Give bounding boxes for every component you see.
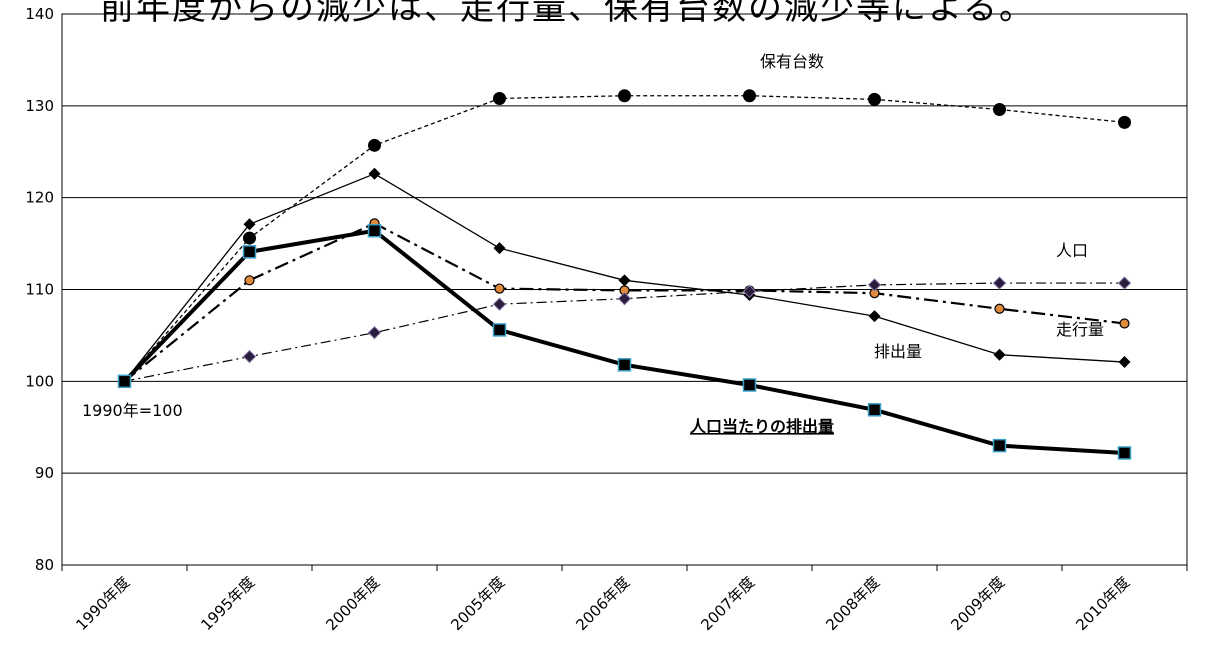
data-point	[493, 91, 506, 105]
series-label: 走行量	[1056, 320, 1104, 339]
data-point	[1118, 356, 1131, 369]
data-point	[993, 103, 1006, 117]
series-line	[123, 222, 1125, 383]
series-line	[123, 228, 1125, 455]
series-line	[124, 95, 1125, 382]
y-tick-label: 120	[25, 189, 54, 207]
data-point	[492, 297, 507, 311]
data-point	[868, 92, 881, 106]
x-tick-label: 1995年度	[197, 573, 258, 634]
x-tick-label: 2010年度	[1072, 573, 1133, 634]
data-point	[993, 348, 1006, 361]
data-point	[617, 291, 632, 306]
x-tick-label: 2006年度	[572, 573, 633, 634]
data-point	[367, 325, 382, 340]
data-point	[493, 242, 506, 255]
data-point	[492, 323, 507, 337]
data-point	[868, 310, 881, 323]
series-label: 人口	[1056, 241, 1088, 260]
data-point	[494, 283, 505, 294]
data-point	[367, 223, 382, 238]
data-point	[1117, 276, 1132, 290]
data-point	[368, 167, 381, 180]
data-point	[618, 274, 631, 287]
data-point	[992, 438, 1007, 453]
data-point	[742, 284, 757, 299]
x-tick-label: 2007年度	[697, 573, 758, 634]
data-point	[243, 218, 256, 231]
data-point	[994, 303, 1005, 314]
x-tick-label: 2000年度	[322, 573, 383, 634]
series-label: 人口当たりの排出量	[690, 417, 834, 436]
x-tick-label: 2008年度	[822, 573, 883, 634]
x-tick-label: 2009年度	[947, 573, 1008, 634]
y-tick-label: 130	[25, 97, 54, 115]
y-tick-label: 140	[25, 5, 54, 23]
data-point	[742, 378, 757, 392]
y-tick-label: 90	[35, 464, 54, 482]
y-tick-label: 110	[25, 281, 54, 299]
x-tick-label: 1990年度	[72, 573, 133, 634]
series-label: 排出量	[874, 342, 922, 361]
data-point	[368, 138, 381, 152]
x-tick-label: 2005年度	[447, 573, 508, 634]
data-point	[992, 276, 1007, 290]
data-point	[867, 278, 882, 292]
data-point	[867, 403, 882, 417]
data-point	[1118, 115, 1131, 129]
data-point	[1119, 318, 1130, 329]
data-point	[743, 89, 756, 103]
data-point	[117, 374, 132, 389]
data-point	[242, 349, 257, 364]
base-note: 1990年=100	[82, 401, 183, 420]
y-tick-label: 80	[35, 556, 54, 574]
series-label: 保有台数	[760, 52, 824, 71]
data-point	[243, 231, 256, 245]
data-point	[617, 358, 632, 372]
plot-area	[61, 13, 1188, 566]
data-point	[1117, 446, 1132, 460]
data-point	[244, 275, 255, 286]
data-point	[618, 89, 631, 103]
y-tick-label: 100	[25, 372, 54, 390]
data-point	[242, 245, 257, 259]
